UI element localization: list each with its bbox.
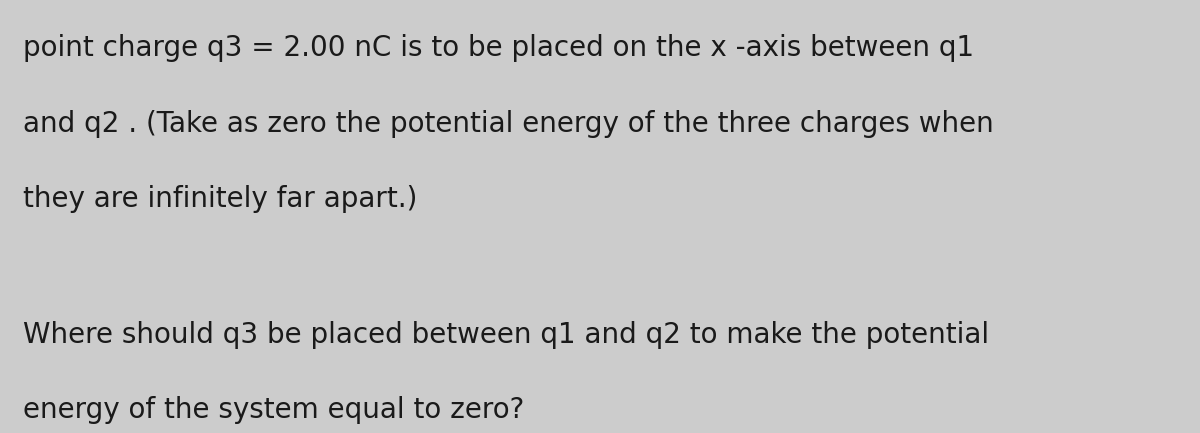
Text: they are infinitely far apart.): they are infinitely far apart.) [23,185,418,213]
Text: energy of the system equal to zero?: energy of the system equal to zero? [23,396,524,424]
Text: and q2 . (Take as zero the potential energy of the three charges when: and q2 . (Take as zero the potential ene… [23,110,994,138]
Text: point charge q3 = 2.00 nC is to be placed on the x -axis between q1: point charge q3 = 2.00 nC is to be place… [23,34,974,62]
Text: Where should q3 be placed between q1 and q2 to make the potential: Where should q3 be placed between q1 and… [23,320,989,349]
